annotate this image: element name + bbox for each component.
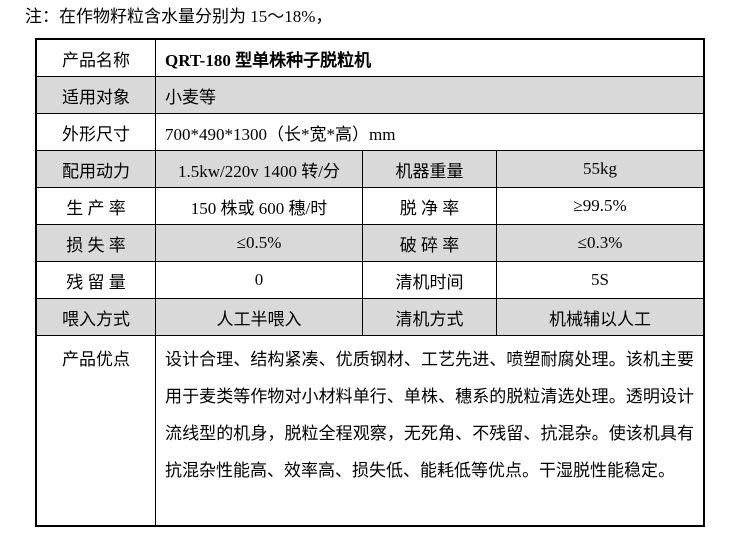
row-label-dimensions: 外形尺寸 xyxy=(37,114,156,150)
row-label-threshing-rate: 脱 净 率 xyxy=(363,188,497,224)
row-value-productivity: 150 株或 600 穗/时 xyxy=(156,188,363,224)
table-row-product-advantages: 产品优点 设计合理、结构紧凑、优质钢材、工艺先进、喷塑耐腐处理。该机主要用于麦类… xyxy=(37,336,703,525)
row-label-productivity: 生 产 率 xyxy=(37,188,156,224)
row-value-threshing-rate: ≥99.5% xyxy=(573,196,627,215)
table-row-loss-rate: 损 失 率 ≤0.5% 破 碎 率 ≤0.3% xyxy=(37,225,703,262)
row-label-product-name: 产品名称 xyxy=(37,40,156,76)
table-row-power: 配用动力 1.5kw/220v 1400 转/分 机器重量 55kg xyxy=(37,151,703,188)
table-row-applicable-objects: 适用对象 小麦等 xyxy=(37,77,703,114)
row-label-feeding-method: 喂入方式 xyxy=(37,299,156,335)
row-value-product-name: QRT-180 型单株种子脱粒机 xyxy=(165,50,372,70)
table-row-residue: 残 留 量 0 清机时间 5S xyxy=(37,262,703,299)
row-value-cleaning-method: 机械辅以人工 xyxy=(549,309,651,329)
row-value-residue: 0 xyxy=(156,262,363,298)
row-label-machine-weight: 机器重量 xyxy=(363,151,497,187)
table-row-product-name: 产品名称 QRT-180 型单株种子脱粒机 xyxy=(37,40,703,77)
row-value-feeding-method: 人工半喂入 xyxy=(156,299,363,335)
row-label-product-advantages: 产品优点 xyxy=(37,336,156,525)
row-label-cleaning-time: 清机时间 xyxy=(363,262,497,298)
row-value-loss-rate: ≤0.5% xyxy=(156,225,363,261)
row-label-breakage-rate: 破 碎 率 xyxy=(363,225,497,261)
row-label-loss-rate: 损 失 率 xyxy=(37,225,156,261)
row-value-power: 1.5kw/220v 1400 转/分 xyxy=(156,151,363,187)
row-value-machine-weight: 55kg xyxy=(583,159,617,178)
row-value-breakage-rate: ≤0.3% xyxy=(577,233,623,252)
note-text: 注：在作物籽粒含水量分别为 15～18%， xyxy=(25,7,333,26)
table-row-productivity: 生 产 率 150 株或 600 穗/时 脱 净 率 ≥99.5% xyxy=(37,188,703,225)
row-label-power: 配用动力 xyxy=(37,151,156,187)
row-value-applicable-objects: 小麦等 xyxy=(165,87,216,107)
row-label-applicable-objects: 适用对象 xyxy=(37,77,156,113)
table-row-dimensions: 外形尺寸 700*490*1300（长*宽*高）mm xyxy=(37,114,703,151)
row-value-dimensions: 700*490*1300（长*宽*高）mm xyxy=(165,124,396,144)
row-label-cleaning-method: 清机方式 xyxy=(363,299,497,335)
row-value-product-advantages: 设计合理、结构紧凑、优质钢材、工艺先进、喷塑耐腐处理。该机主要用于麦类等作物对小… xyxy=(165,350,694,480)
row-label-residue: 残 留 量 xyxy=(37,262,156,298)
product-spec-table: 产品名称 QRT-180 型单株种子脱粒机 适用对象 小麦等 外形尺寸 700*… xyxy=(35,38,705,527)
table-row-feeding-method: 喂入方式 人工半喂入 清机方式 机械辅以人工 xyxy=(37,299,703,336)
row-value-cleaning-time: 5S xyxy=(591,270,609,289)
